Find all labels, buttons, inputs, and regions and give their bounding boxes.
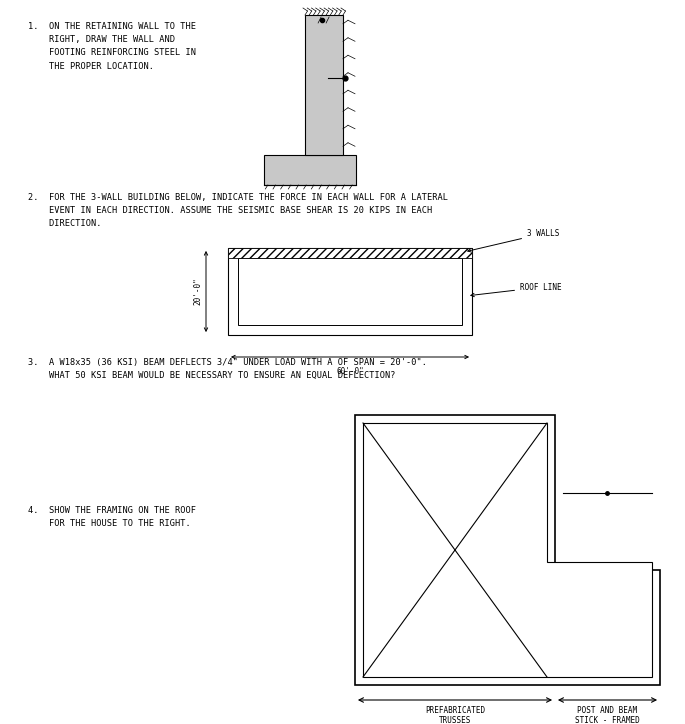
Text: 60'-0": 60'-0" [336,367,364,376]
Text: 4.  SHOW THE FRAMING ON THE ROOF
    FOR THE HOUSE TO THE RIGHT.: 4. SHOW THE FRAMING ON THE ROOF FOR THE … [28,506,196,529]
Bar [238,258,462,325]
Text: PREFABRICATED
TRUSSES: PREFABRICATED TRUSSES [425,706,485,724]
Text: 3 WALLS: 3 WALLS [468,229,560,252]
Polygon shape [355,415,660,685]
Bar [264,155,356,185]
Text: ROOF LINE: ROOF LINE [471,283,562,297]
Bar [228,248,472,258]
Text: 20'-0": 20'-0" [193,277,203,306]
Text: POST AND BEAM
STICK - FRAMED: POST AND BEAM STICK - FRAMED [575,706,640,724]
Polygon shape [363,423,652,677]
Bar [228,248,472,335]
Text: 3.  A W18x35 (36 KSI) BEAM DEFLECTS 3/4" UNDER LOAD WITH A OF SPAN = 20'-0".
   : 3. A W18x35 (36 KSI) BEAM DEFLECTS 3/4" … [28,358,427,380]
Text: 2.  FOR THE 3-WALL BUILDING BELOW, INDICATE THE FORCE IN EACH WALL FOR A LATERAL: 2. FOR THE 3-WALL BUILDING BELOW, INDICA… [28,193,448,228]
Text: 1.  ON THE RETAINING WALL TO THE
    RIGHT, DRAW THE WALL AND
    FOOTING REINFO: 1. ON THE RETAINING WALL TO THE RIGHT, D… [28,22,196,71]
Bar [305,15,343,155]
